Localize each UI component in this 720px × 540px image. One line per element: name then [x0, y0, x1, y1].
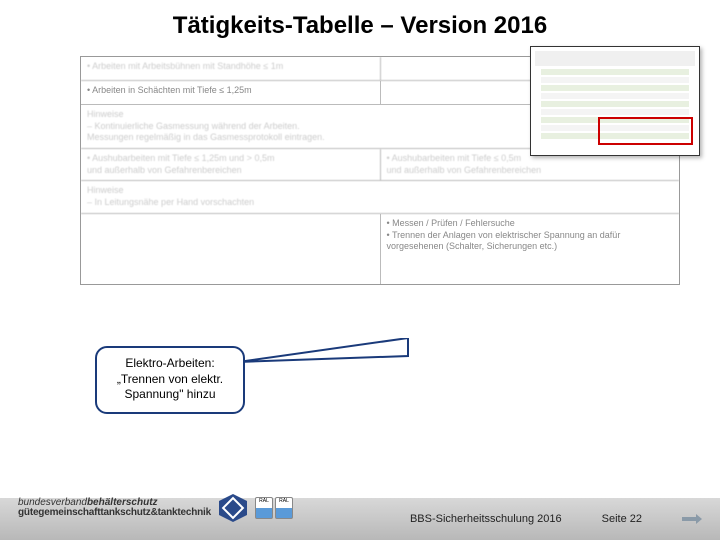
thumbnail-preview: [530, 46, 700, 156]
ral-badges: RAL RAL: [255, 497, 293, 519]
table-cell: • Arbeiten mit Arbeitsbühnen mit Standhö…: [81, 57, 381, 80]
content-area: • Arbeiten mit Arbeitsbühnen mit Standhö…: [0, 46, 720, 466]
footer-logo-text: bundesverbandbehälterschutz gütegemeinsc…: [18, 498, 211, 519]
footer-center-text: BBS-Sicherheitsschulung 2016: [410, 513, 562, 525]
footer: bundesverbandbehälterschutz gütegemeinsc…: [0, 478, 720, 540]
callout-line: Elektro-Arbeiten:: [103, 356, 237, 372]
footer-logo-area: bundesverbandbehälterschutz gütegemeinsc…: [0, 484, 293, 532]
table-cell: Hinweise – In Leitungsnähe per Hand vors…: [81, 181, 679, 212]
footer-page-number: Seite 22: [602, 513, 642, 525]
next-arrow-icon[interactable]: [682, 515, 702, 523]
table-row: • Messen / Prüfen / Fehlersuche • Trenne…: [81, 214, 679, 284]
thumbnail-highlight-box: [598, 117, 693, 145]
hexagon-logo-icon: [219, 494, 247, 522]
page-title: Tätigkeits-Tabelle – Version 2016: [0, 0, 720, 46]
callout-line: Spannung" hinzu: [103, 387, 237, 403]
table-cell: • Aushubarbeiten mit Tiefe ≤ 1,25m und >…: [81, 149, 381, 180]
table-cell: • Messen / Prüfen / Fehlersuche • Trenne…: [381, 214, 680, 284]
table-cell: [81, 214, 381, 284]
callout-line: „Trennen von elektr.: [103, 372, 237, 388]
table-row: Hinweise – In Leitungsnähe per Hand vors…: [81, 181, 679, 213]
ral-badge: RAL: [255, 497, 273, 519]
ral-badge: RAL: [275, 497, 293, 519]
table-cell: • Arbeiten in Schächten mit Tiefe ≤ 1,25…: [81, 81, 381, 104]
callout-bubble: Elektro-Arbeiten: „Trennen von elektr. S…: [95, 346, 245, 414]
